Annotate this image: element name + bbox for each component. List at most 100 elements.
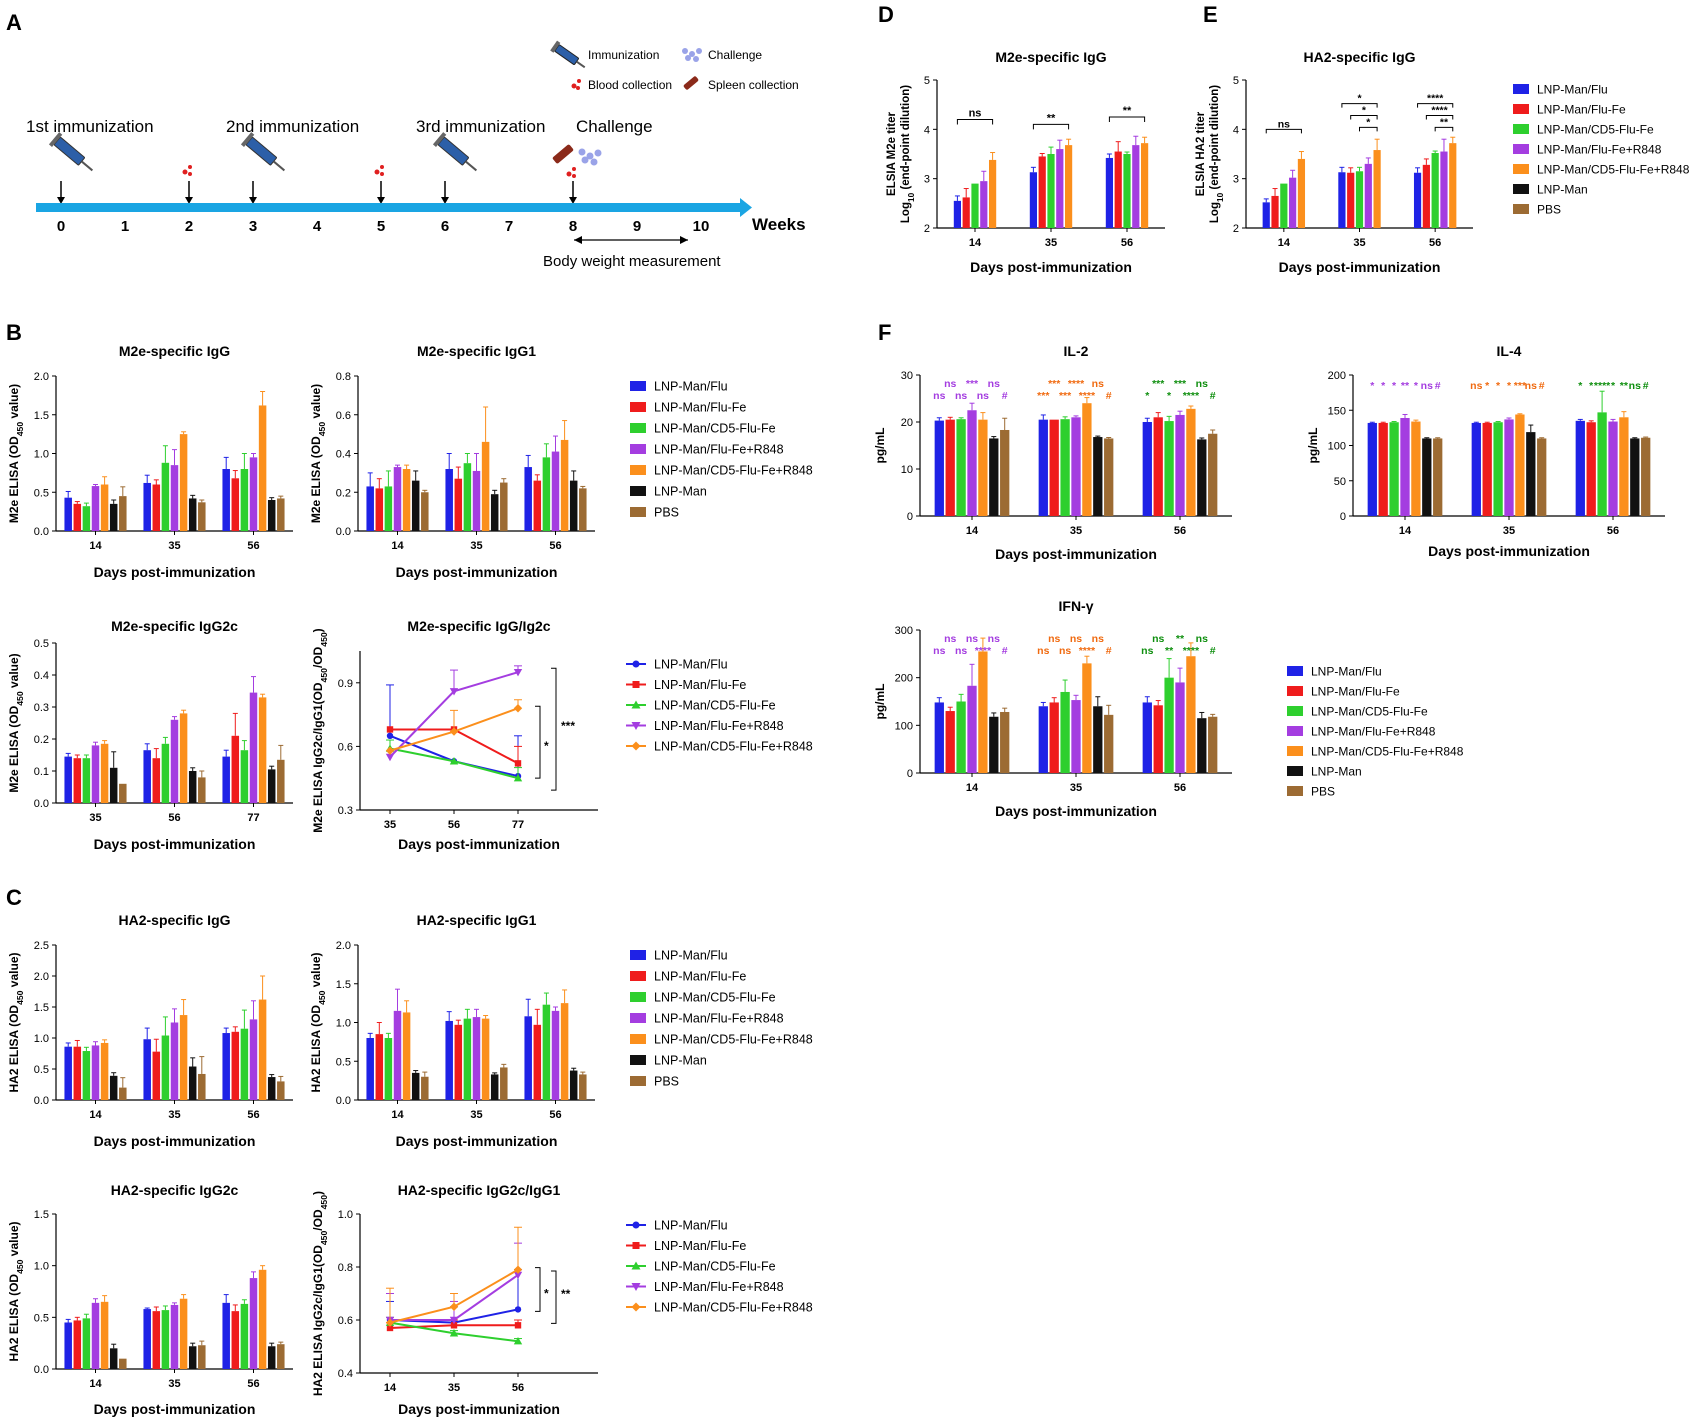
legend-swatch bbox=[1287, 686, 1303, 696]
bar bbox=[143, 482, 151, 531]
significance-label: **** bbox=[1594, 380, 1611, 392]
bar bbox=[1038, 706, 1048, 773]
significance-bracket bbox=[1425, 115, 1454, 120]
bar bbox=[82, 1318, 91, 1369]
syringe-icon bbox=[550, 40, 586, 69]
significance-label: ns bbox=[944, 378, 956, 390]
x-tick-label: 56 bbox=[549, 540, 561, 552]
significance-label: ns bbox=[1470, 380, 1482, 392]
legend-label: LNP-Man/CD5-Flu-Fe+R848 bbox=[654, 464, 813, 478]
y-tick-label: 0.0 bbox=[34, 526, 49, 538]
significance-label: **** bbox=[1079, 645, 1096, 657]
y-axis-label: ELSIA HA2 titer bbox=[1195, 111, 1207, 196]
bar bbox=[569, 480, 578, 531]
significance-label: # bbox=[1002, 390, 1008, 402]
bar bbox=[1142, 422, 1152, 516]
y-tick-label: 0.8 bbox=[338, 1262, 353, 1274]
significance-label: ** bbox=[1401, 380, 1410, 392]
y-axis-label: M2e ELISA (OD450 value) bbox=[7, 653, 25, 792]
legend-label: LNP-Man bbox=[1537, 183, 1588, 197]
bar bbox=[161, 743, 170, 803]
legend-swatch bbox=[1513, 204, 1529, 214]
significance-label: # bbox=[1643, 380, 1649, 392]
data-marker bbox=[385, 746, 395, 755]
x-tick-label: 56 bbox=[247, 1109, 259, 1121]
bar bbox=[119, 783, 127, 803]
bar bbox=[222, 1302, 230, 1369]
x-tick-label: 14 bbox=[89, 1109, 102, 1121]
syringe-icon bbox=[432, 132, 478, 172]
chart-C1: 0.0 0.5 1.0 1.5 2.0 2.5 HA2-specific IgG Days p… bbox=[7, 912, 293, 1149]
data-marker bbox=[513, 1337, 523, 1345]
data-marker bbox=[513, 1265, 523, 1274]
bar bbox=[366, 1038, 374, 1100]
bar bbox=[956, 701, 966, 773]
bar bbox=[152, 1311, 161, 1369]
bar bbox=[1411, 421, 1421, 516]
bar bbox=[161, 1035, 170, 1100]
significance-label: **** bbox=[1183, 390, 1200, 402]
y-tick-label: 50 bbox=[1334, 476, 1346, 488]
significance-label: # bbox=[1435, 380, 1441, 392]
bar bbox=[1619, 417, 1629, 516]
significance-label: ** bbox=[1123, 105, 1132, 117]
data-marker bbox=[513, 704, 523, 713]
panel-letter-e: E bbox=[1203, 2, 1218, 27]
bar bbox=[962, 197, 970, 228]
x-tick-label: 77 bbox=[247, 812, 259, 824]
legend-label: LNP-Man/Flu bbox=[654, 658, 728, 672]
bar-legend: LNP-Man/Flu LNP-Man/Flu-Fe LNP-Man/CD5-Flu… bbox=[630, 380, 813, 520]
bar bbox=[277, 759, 285, 803]
y-tick-label: 0.9 bbox=[338, 678, 353, 690]
significance-label: ** bbox=[1620, 380, 1629, 392]
y-tick-label: 1.0 bbox=[336, 1018, 351, 1030]
week-tick-label: 4 bbox=[313, 218, 322, 235]
bar bbox=[1141, 143, 1149, 228]
bar bbox=[119, 496, 127, 531]
bar bbox=[393, 1010, 402, 1100]
virus-icon bbox=[682, 48, 702, 62]
bar bbox=[100, 484, 109, 531]
significance-label: **** bbox=[1183, 645, 1200, 657]
legend-swatch bbox=[1513, 124, 1529, 134]
bar bbox=[1186, 408, 1196, 516]
data-marker bbox=[514, 1306, 522, 1313]
significance-label: *** bbox=[1048, 378, 1061, 390]
bar bbox=[100, 743, 109, 803]
x-axis-label: Days post-immunization bbox=[94, 836, 256, 852]
significance-bracket bbox=[1341, 103, 1378, 108]
bar bbox=[1297, 158, 1306, 228]
data-marker bbox=[385, 1318, 395, 1327]
significance-bracket bbox=[1032, 123, 1070, 130]
significance-label: ns bbox=[1421, 380, 1433, 392]
bar bbox=[1378, 422, 1388, 516]
significance-label: ns bbox=[1525, 380, 1537, 392]
significance-label: * bbox=[544, 1287, 549, 1301]
y-tick-label: 0 bbox=[907, 768, 913, 780]
significance-bracket bbox=[956, 118, 994, 125]
bar bbox=[1367, 422, 1377, 516]
y-tick-label: 300 bbox=[895, 625, 913, 637]
bar bbox=[73, 1046, 82, 1100]
chart-title: IL-2 bbox=[1064, 343, 1089, 359]
significance-label: * bbox=[544, 739, 549, 753]
x-axis-label: Days post-immunization bbox=[1428, 543, 1590, 559]
bar bbox=[170, 719, 179, 803]
x-tick-label: 35 bbox=[1353, 237, 1365, 249]
significance-label: ns bbox=[1141, 645, 1153, 657]
bar bbox=[143, 1309, 151, 1369]
bar bbox=[231, 1031, 240, 1100]
significance-bracket bbox=[535, 705, 541, 779]
significance-label: * bbox=[1366, 116, 1371, 128]
chart-C4: 0.4 0.6 0.8 1.0 HA2-specific IgG2c/IgG1 Days … bbox=[311, 1182, 598, 1417]
bar bbox=[393, 467, 402, 531]
bar bbox=[82, 1051, 91, 1100]
event-challenge: Challenge bbox=[576, 117, 653, 136]
bar bbox=[1364, 163, 1372, 228]
bar bbox=[1262, 202, 1270, 228]
legend-swatch bbox=[1513, 184, 1529, 194]
bar bbox=[249, 457, 258, 531]
significance-label: * bbox=[1392, 380, 1397, 392]
x-axis-label: Days post-immunization bbox=[970, 259, 1132, 275]
legend-swatch bbox=[1287, 726, 1303, 736]
